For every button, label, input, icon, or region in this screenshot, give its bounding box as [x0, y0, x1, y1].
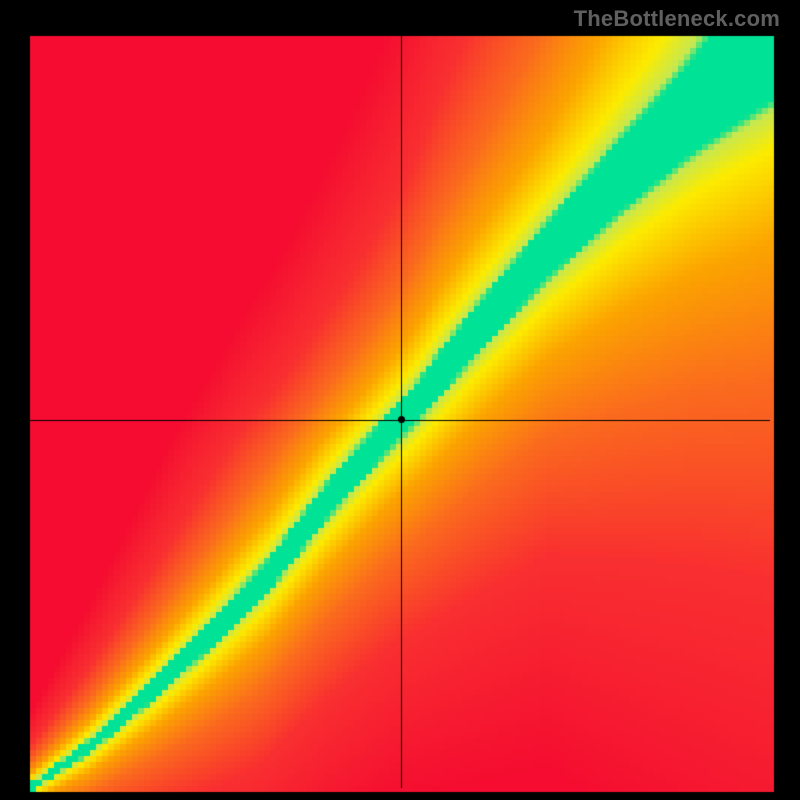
bottleneck-heatmap — [0, 0, 800, 800]
watermark-text: TheBottleneck.com — [574, 6, 780, 32]
chart-container: { "watermark": { "text": "TheBottleneck.… — [0, 0, 800, 800]
